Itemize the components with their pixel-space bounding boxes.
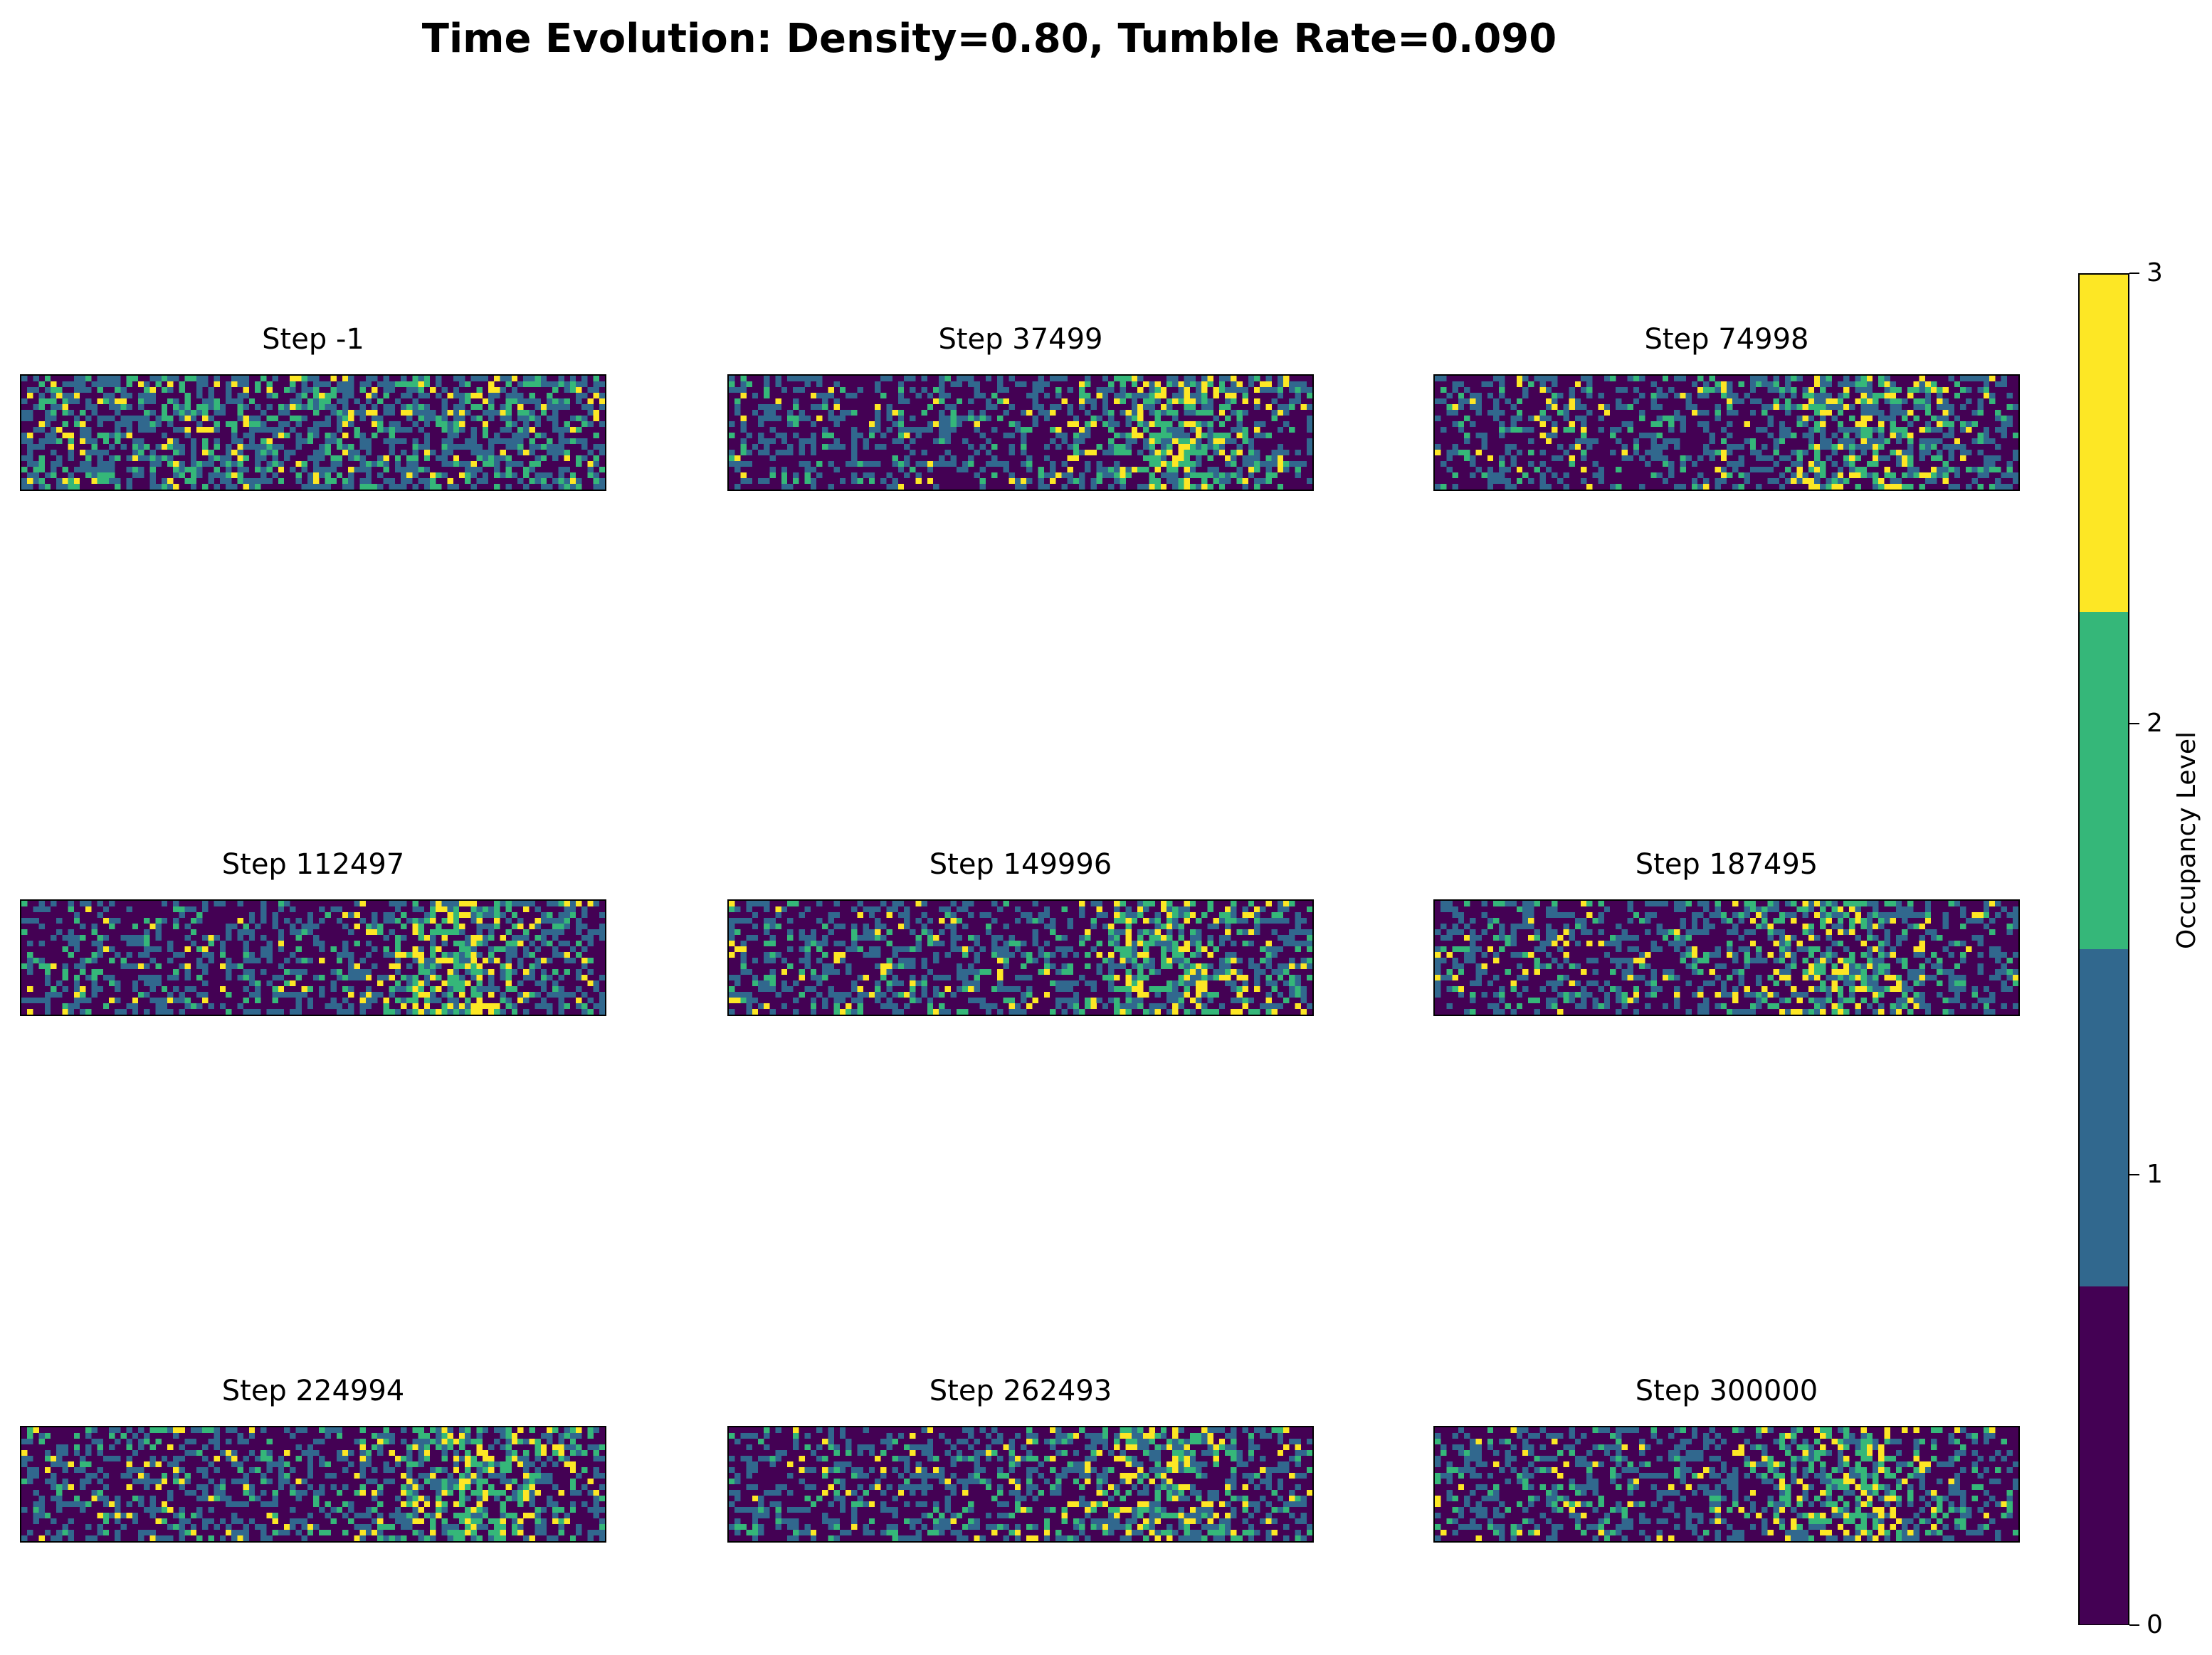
heatmap: [1433, 1426, 2020, 1543]
figure-title: Time Evolution: Density=0.80, Tumble Rat…: [421, 16, 1557, 62]
panel-title: Step -1: [262, 323, 364, 356]
panel-title: Step 187495: [1635, 848, 1818, 881]
colorbar-tick-label: 3: [2147, 258, 2163, 287]
colorbar-tick: [2129, 1173, 2139, 1175]
heatmap: [20, 374, 606, 491]
heatmap: [20, 1426, 606, 1543]
panel-title: Step 74998: [1644, 323, 1809, 356]
colorbar-tick-label: 0: [2147, 1610, 2163, 1639]
colorbar-tick-label: 2: [2147, 709, 2163, 739]
heatmap: [20, 899, 606, 1016]
colorbar-segment: [2080, 1286, 2128, 1624]
colorbar-label: Occupancy Level: [2172, 731, 2201, 949]
colorbar-tick: [2129, 1624, 2139, 1626]
panel-title: Step 300000: [1635, 1375, 1818, 1407]
colorbar-tick-label: 1: [2147, 1159, 2163, 1189]
colorbar: [2078, 273, 2129, 1625]
panel-title: Step 37499: [938, 323, 1103, 356]
heatmap: [1433, 374, 2020, 491]
heatmap: [1433, 899, 2020, 1016]
colorbar-tick: [2129, 273, 2139, 274]
colorbar-tick: [2129, 723, 2139, 725]
colorbar-segment: [2080, 612, 2128, 950]
heatmap: [727, 899, 1314, 1016]
panel-title: Step 149996: [929, 848, 1112, 881]
heatmap: [727, 374, 1314, 491]
colorbar-segment: [2080, 949, 2128, 1287]
colorbar-segment: [2080, 275, 2128, 613]
heatmap: [727, 1426, 1314, 1543]
panel-title: Step 112497: [221, 848, 405, 881]
panel-title: Step 224994: [221, 1375, 405, 1407]
panel-title: Step 262493: [929, 1375, 1112, 1407]
